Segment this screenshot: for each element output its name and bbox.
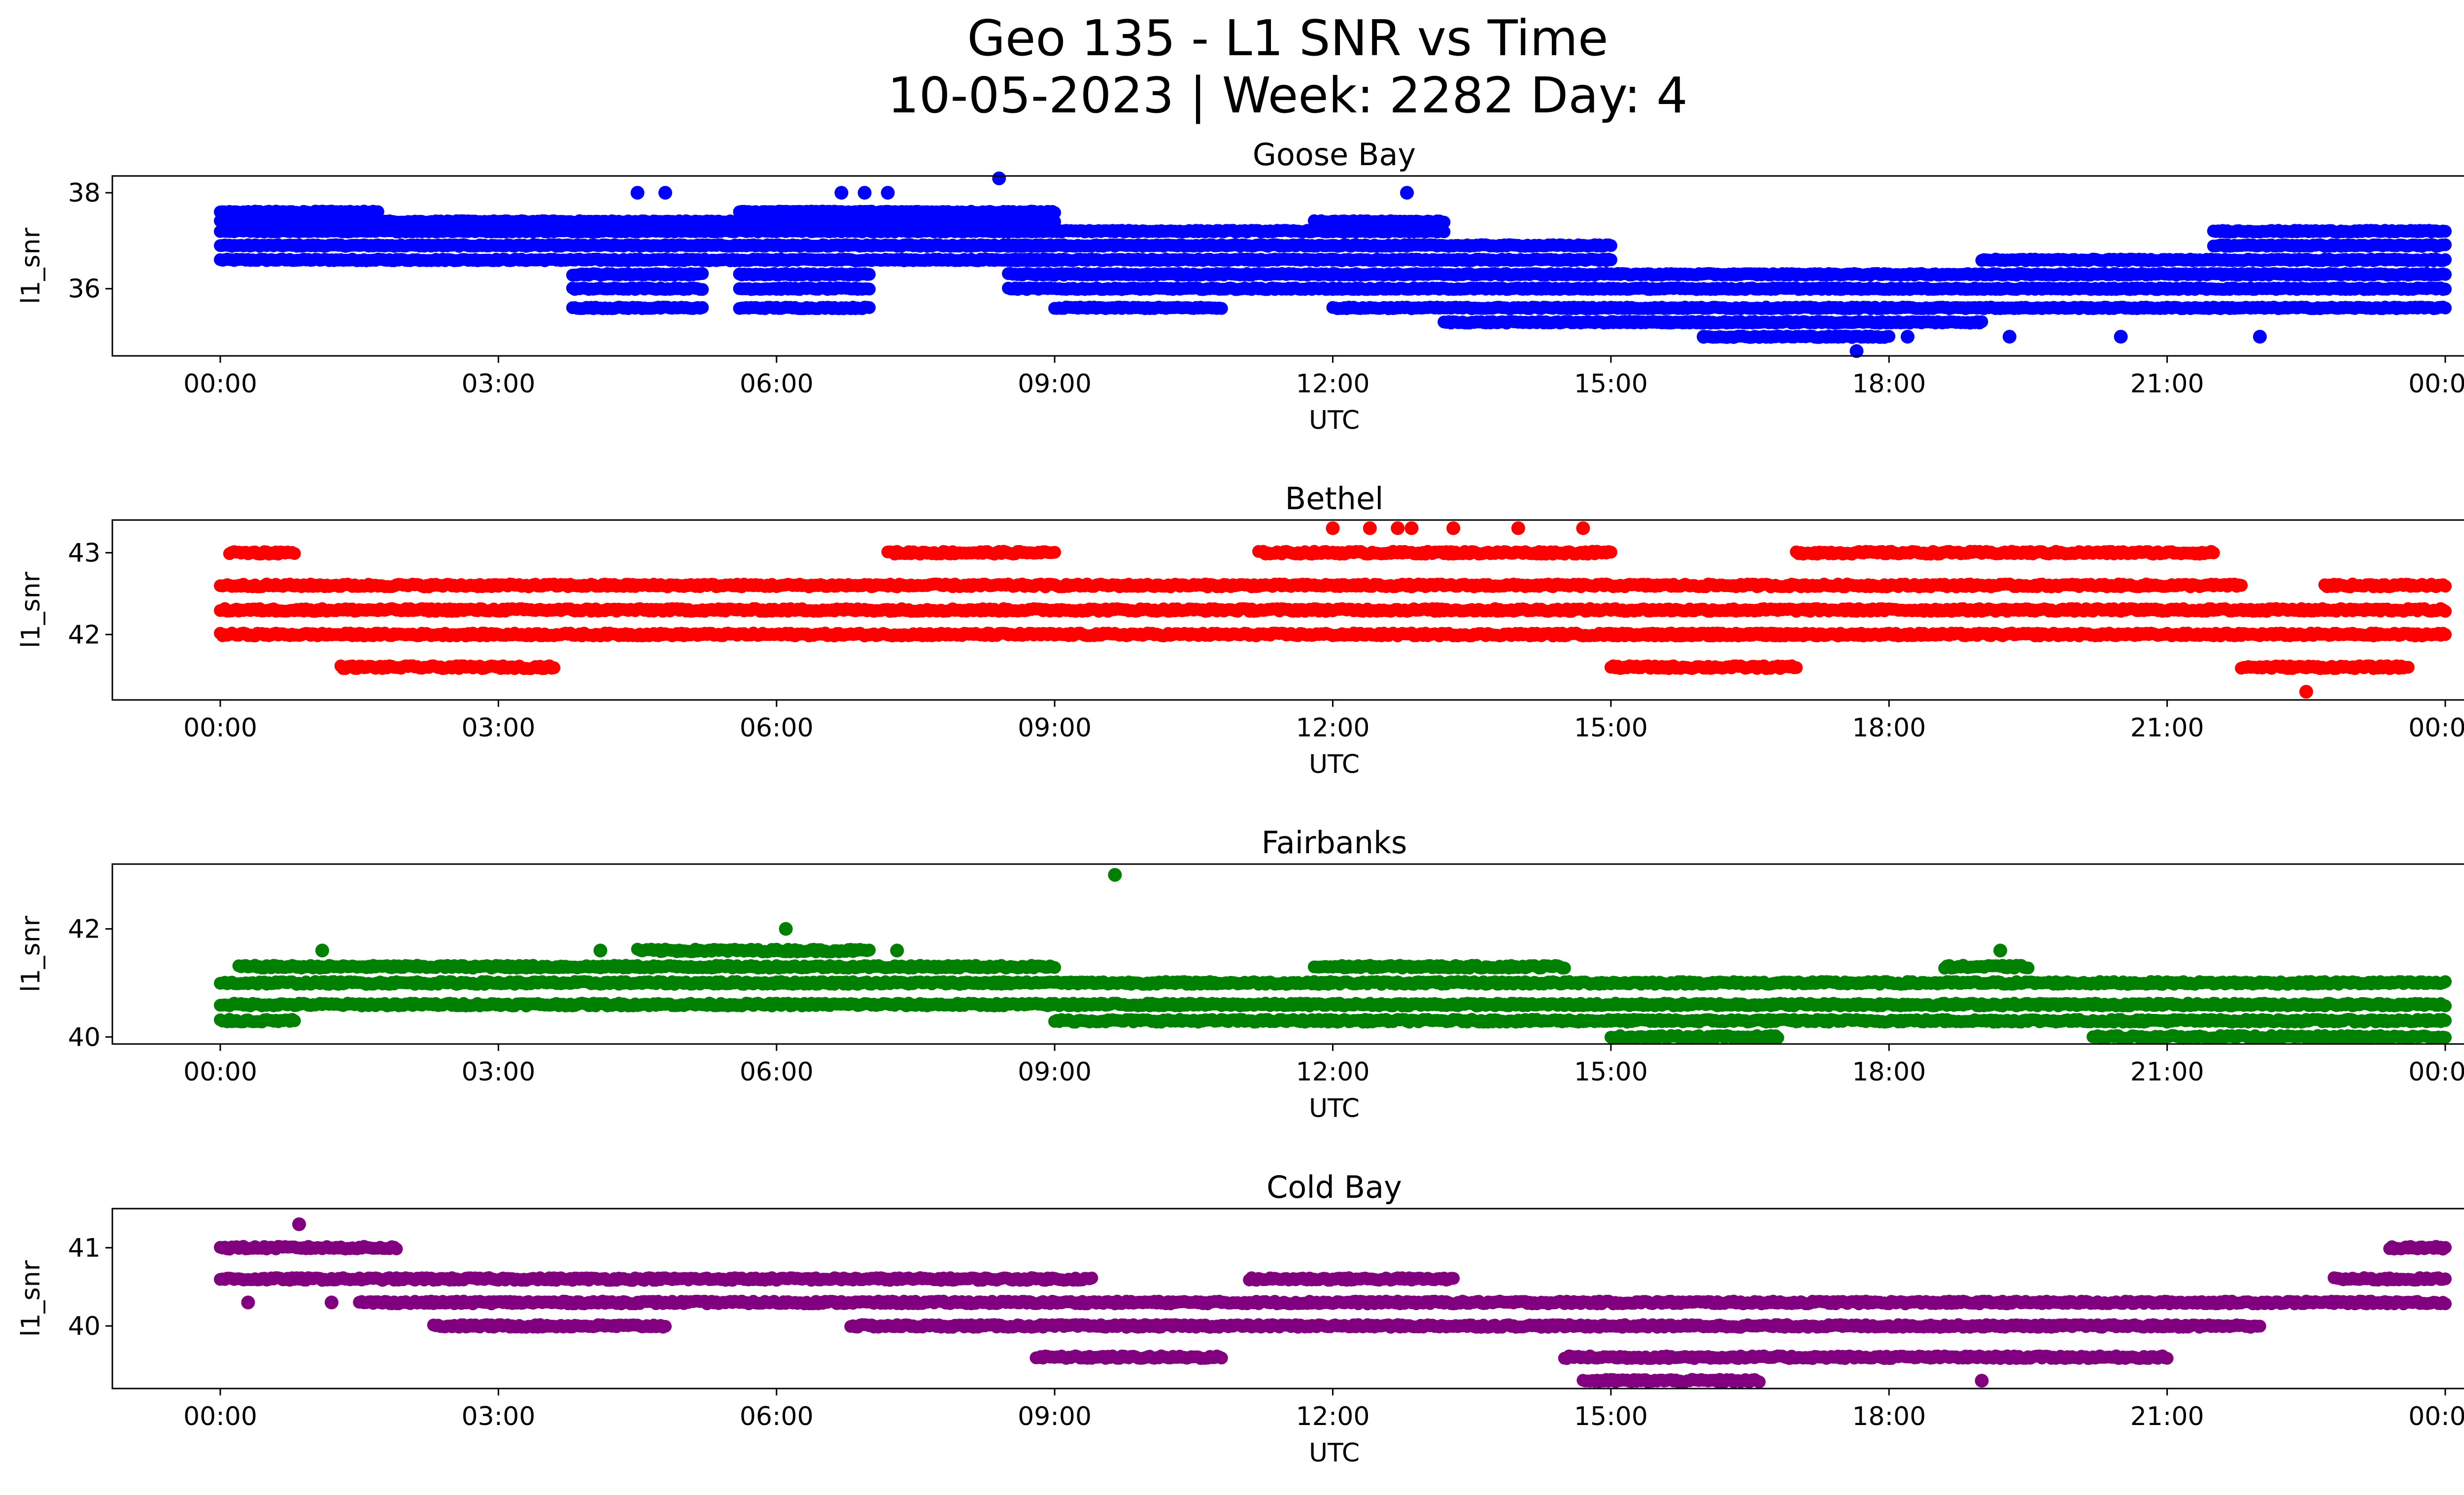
scatter-series xyxy=(214,171,2452,358)
data-point xyxy=(696,283,709,296)
data-point xyxy=(1437,215,1451,229)
data-point xyxy=(2439,282,2452,296)
data-point xyxy=(1437,225,1451,239)
data-point xyxy=(862,268,876,281)
data-point xyxy=(1604,253,1617,267)
data-point xyxy=(862,301,876,314)
data-point xyxy=(862,282,876,296)
chart-subtitle: 10-05-2023 | Week: 2282 Day: 4 xyxy=(888,67,1687,124)
data-point xyxy=(1048,206,1061,219)
data-point xyxy=(696,267,709,280)
data-point xyxy=(2439,268,2452,281)
data-point xyxy=(2439,301,2452,314)
data-point xyxy=(696,301,709,314)
data-point xyxy=(1882,330,1896,343)
data-point xyxy=(1975,315,1988,328)
data-point xyxy=(1215,302,1228,315)
data-point xyxy=(1604,239,1617,252)
chart-title: Geo 135 - L1 SNR vs Time xyxy=(967,9,1608,67)
